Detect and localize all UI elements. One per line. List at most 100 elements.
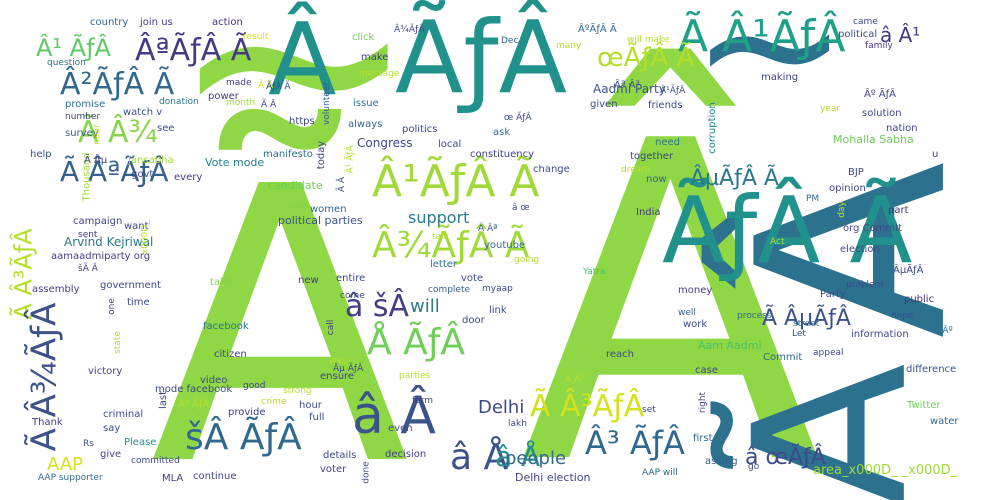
cloud-word-volunteer: volunteer [322, 81, 333, 126]
cloud-word-x000d: _x000D_ [140, 220, 151, 259]
cloud-word-parties: parties [399, 371, 431, 381]
cloud-word-tilde-left: ~ [168, 0, 420, 234]
cloud-word-watch-v: watch v [123, 107, 163, 118]
cloud-word-near: near [92, 124, 103, 145]
cloud-word-set: set [642, 405, 656, 415]
cloud-word-aadmi-party: Aadmi Party [593, 82, 666, 96]
cloud-word-decision: decision [385, 449, 427, 460]
cloud-word-want: want [124, 221, 149, 232]
cloud-word-small-4: â Âº [934, 326, 953, 336]
cloud-word-india: India [636, 207, 661, 218]
cloud-word-medium-7: Â³ ÃƒÂ [585, 424, 685, 462]
cloud-word-ensure: ensure [320, 371, 355, 382]
cloud-word-small-20: Ã Â [261, 100, 277, 110]
cloud-word-medium-16: Ã Â¾ÃƒÂ [24, 302, 65, 452]
cloud-word-donation: donation [159, 97, 199, 107]
cloud-word-small-2: šÃ Â [78, 264, 98, 274]
cloud-word-need: need [655, 137, 680, 148]
cloud-word-small-7: Ã Âª [478, 224, 498, 234]
cloud-word-mode-facebook: mode facebook [155, 384, 233, 395]
cloud-word-constituency: constituency [470, 149, 535, 160]
cloud-word-medium-2: Â¹ÃƒÂ Ã [372, 156, 540, 207]
cloud-word-aap-will: AAP will [642, 468, 678, 478]
cloud-word-small-17: Ã Â [337, 176, 348, 193]
cloud-word-continue: continue [193, 471, 237, 482]
cloud-word-small-9: Âº ÃƒÂ [864, 89, 896, 100]
cloud-word-call: call [326, 319, 337, 336]
cloud-word-door: door [462, 315, 485, 326]
cloud-word-org-commit: org Commit [843, 223, 902, 234]
cloud-word-Delhi: Delhi [478, 397, 525, 418]
cloud-word-lakh: lakh [508, 419, 527, 429]
cloud-word-done: done [361, 461, 372, 484]
cloud-word-thank: Thank [32, 417, 63, 428]
cloud-word-new: new [298, 275, 319, 286]
cloud-word-small-15: œ ÃƒÂ [504, 113, 532, 123]
cloud-word-number: number [65, 112, 101, 122]
cloud-word-medium-4: â Â [352, 386, 436, 446]
cloud-word-see: see [157, 123, 175, 134]
cloud-word-medium-15: Ã Â¾ [78, 115, 158, 150]
cloud-word-corruption: corruption [706, 102, 718, 154]
cloud-word-part: part [888, 205, 909, 216]
cloud-word-jansabha: Jansabha [128, 155, 174, 166]
cloud-word-power: power [208, 91, 239, 102]
cloud-word-link: link [489, 305, 507, 316]
cloud-word-year: year [820, 104, 841, 114]
cloud-word-friends: friends [648, 100, 683, 111]
cloud-word-solution: solution [862, 108, 902, 119]
cloud-word-case: case [695, 365, 718, 376]
cloud-word-mla: MLA [162, 473, 184, 484]
cloud-word-politics: politics [402, 124, 438, 135]
cloud-word-promise: promise [65, 99, 106, 110]
cloud-word-small-14: Â¾ÃƒÂ [394, 25, 425, 35]
cloud-word-details: details [323, 450, 357, 461]
cloud-word-medium-18: â šÂ [345, 289, 410, 324]
cloud-word-made: made [226, 78, 252, 88]
cloud-word-month: month [226, 98, 256, 108]
cloud-word-every: every [174, 172, 203, 183]
cloud-word-arvind-kejriwal: Arvind Kejriwal [64, 235, 154, 249]
cloud-word-opinion: opinion [829, 183, 866, 194]
cloud-word-issue: issue [353, 98, 379, 109]
cloud-word-medium-6: â Å [450, 437, 509, 478]
cloud-word-work: work [683, 319, 708, 330]
cloud-word-small-1: Ã Âµ [84, 155, 108, 166]
cloud-word-large-1: ÃƒÂ [395, 0, 568, 116]
cloud-word-help: help [30, 149, 52, 160]
cloud-word-small-10: ÂºÃƒÂ Ã [578, 24, 617, 35]
cloud-word-clean: clean [286, 201, 311, 211]
cloud-word-commit: Commit [763, 352, 803, 363]
cloud-word-twitter: Twitter [907, 400, 941, 411]
cloud-word-state: state [112, 331, 123, 354]
cloud-word-survey: survey [65, 128, 99, 139]
cloud-word-medium-5: šÂ ÃƒÂ [185, 417, 302, 458]
cloud-word-rs: Rs [83, 439, 94, 449]
cloud-word-delhi-election: Delhi election [515, 471, 591, 484]
cloud-word-small-8: Ã Â² [565, 375, 584, 385]
cloud-word-action: action [212, 17, 243, 28]
cloud-word-make: make [361, 52, 389, 63]
cloud-word-candidate: candidate [268, 179, 323, 192]
cloud-word-citizen: citizen [214, 349, 247, 360]
cloud-word-always: always [348, 119, 383, 130]
cloud-word-talk: talk [432, 232, 449, 242]
cloud-word-https: https [289, 116, 315, 127]
cloud-word-A-circ-large: Â [268, 1, 337, 118]
cloud-word-let: Let [792, 329, 806, 339]
cloud-word-together: together [630, 151, 674, 162]
cloud-word-information: information [851, 329, 909, 340]
cloud-word-medium-21: Ã ÂµÃƒÂ [762, 306, 851, 331]
cloud-word-campaign: campaign [73, 216, 123, 227]
cloud-word-assembly: assembly [32, 284, 80, 295]
cloud-word-crime: crime [261, 397, 287, 407]
cloud-word-government: government [100, 280, 161, 291]
cloud-word-yatra: Yatra [583, 267, 606, 277]
cloud-word-click: click [352, 32, 375, 43]
cloud-word-small-16: â œ [512, 203, 530, 213]
cloud-word-change: change [533, 164, 570, 175]
cloud-word-water: water [930, 416, 959, 427]
cloud-word-congress: Congress [357, 136, 413, 150]
cloud-word-medium-11: ÂªÃƒÂ Ã [135, 33, 252, 68]
cloud-word-day: day [836, 201, 847, 218]
